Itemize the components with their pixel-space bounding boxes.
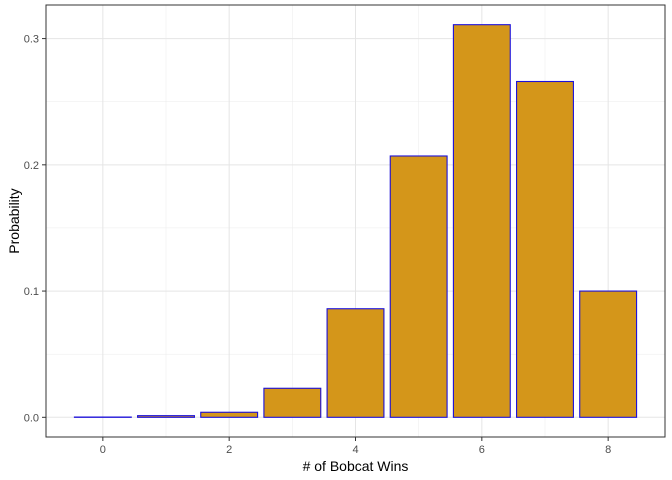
- axis-ticks: [42, 38, 609, 441]
- bar-6: [452, 24, 511, 418]
- y-tick-labels: 0.0 0.1 0.2 0.3: [24, 34, 39, 425]
- y-tick-label: 0.0: [24, 412, 39, 424]
- x-tick-label: 4: [352, 444, 358, 456]
- y-tick-label: 0.3: [24, 34, 39, 46]
- bar-5: [389, 155, 448, 418]
- bar-1: [137, 415, 195, 418]
- x-tick-label: 8: [605, 444, 611, 456]
- x-tick-label: 0: [100, 444, 106, 456]
- bar-4: [326, 308, 385, 418]
- y-axis-title: Probability: [6, 188, 22, 253]
- bar-7: [516, 80, 574, 418]
- y-tick-label: 0.2: [24, 160, 39, 172]
- y-tick-label: 0.1: [24, 286, 39, 298]
- x-tick-label: 6: [479, 444, 485, 456]
- x-tick-label: 2: [226, 444, 232, 456]
- x-axis-title: # of Bobcat Wins: [303, 458, 409, 474]
- bar-8: [579, 290, 638, 418]
- bar-2: [200, 411, 259, 418]
- bar-3: [263, 387, 322, 418]
- x-tick-labels: 0 2 4 6 8: [100, 444, 611, 456]
- bars: [73, 24, 638, 418]
